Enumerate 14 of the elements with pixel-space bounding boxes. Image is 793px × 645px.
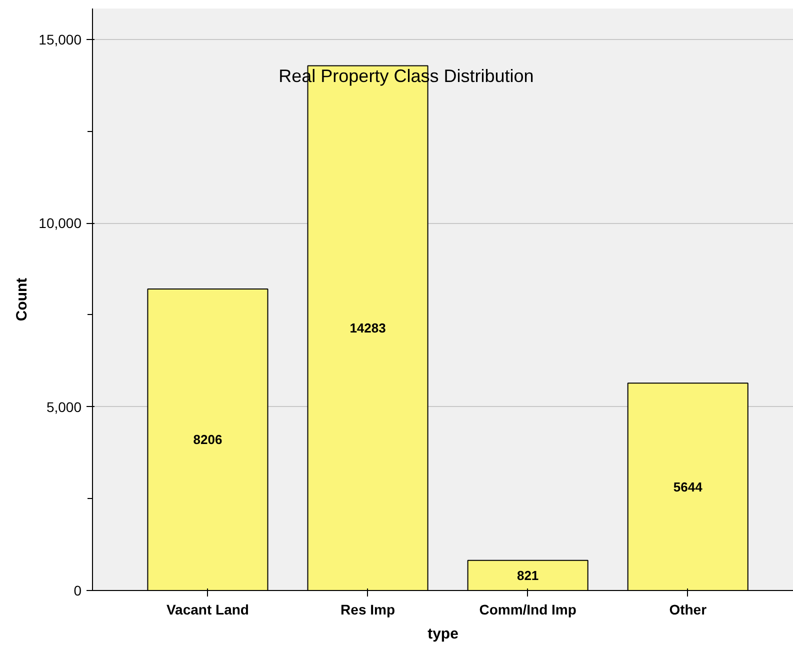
data-label: 821 (516, 568, 539, 583)
data-label: 5644 (673, 479, 704, 494)
x-axis-title: type (428, 626, 458, 642)
x-tick-label: Comm/Ind Imp (479, 602, 576, 618)
x-tick-label: Res Imp (340, 602, 396, 618)
data-label: 14283 (350, 320, 386, 336)
y-axis-title: Count (14, 278, 31, 322)
y-tick-label: 0 (74, 582, 82, 598)
x-tick-label: Vacant Land (166, 602, 249, 618)
data-label: 8206 (193, 432, 222, 448)
y-tick-label: 10,000 (38, 215, 82, 232)
x-tick-label: Other (669, 602, 708, 618)
y-tick-label: 15,000 (38, 31, 82, 48)
y-tick-label: 5,000 (46, 398, 82, 415)
